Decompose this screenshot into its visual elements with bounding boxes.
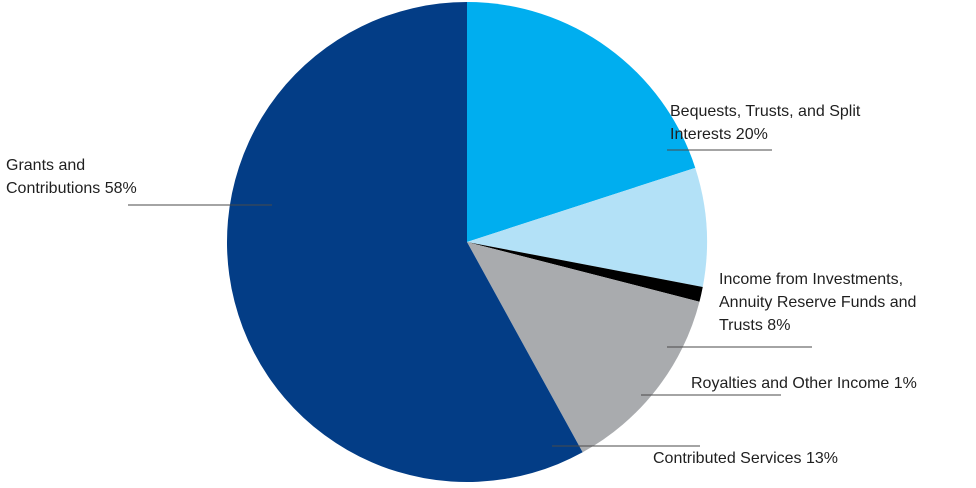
- pie-slice: [467, 242, 703, 302]
- slice-label-line: Contributed Services 13%: [653, 450, 838, 467]
- slice-label-line: Grants and: [6, 157, 85, 174]
- pie-slice: [467, 2, 696, 242]
- slice-label: Bequests, Trusts, and Split Interests 20%: [670, 103, 861, 143]
- slice-label-line: Contributions 58%: [6, 180, 137, 197]
- slice-label: Grants and Contributions 58%: [6, 157, 137, 197]
- slice-label-line: Income from Investments,: [719, 271, 903, 288]
- pie-slice: [226, 1, 583, 482]
- slice-label-line: Royalties and Other Income 1%: [691, 375, 917, 392]
- pie-slice: [467, 242, 700, 453]
- slice-label-line: Trusts 8%: [719, 317, 790, 334]
- slice-label: Income from Investments, Annuity Reserve …: [719, 271, 916, 334]
- slice-label-line: Interests 20%: [670, 126, 768, 143]
- pie-slice: [467, 167, 707, 287]
- slice-label-line: Bequests, Trusts, and Split: [670, 103, 861, 120]
- slice-label: Contributed Services 13%: [653, 450, 838, 467]
- slice-label-line: Annuity Reserve Funds and: [719, 294, 916, 311]
- slice-label: Royalties and Other Income 1%: [691, 375, 917, 392]
